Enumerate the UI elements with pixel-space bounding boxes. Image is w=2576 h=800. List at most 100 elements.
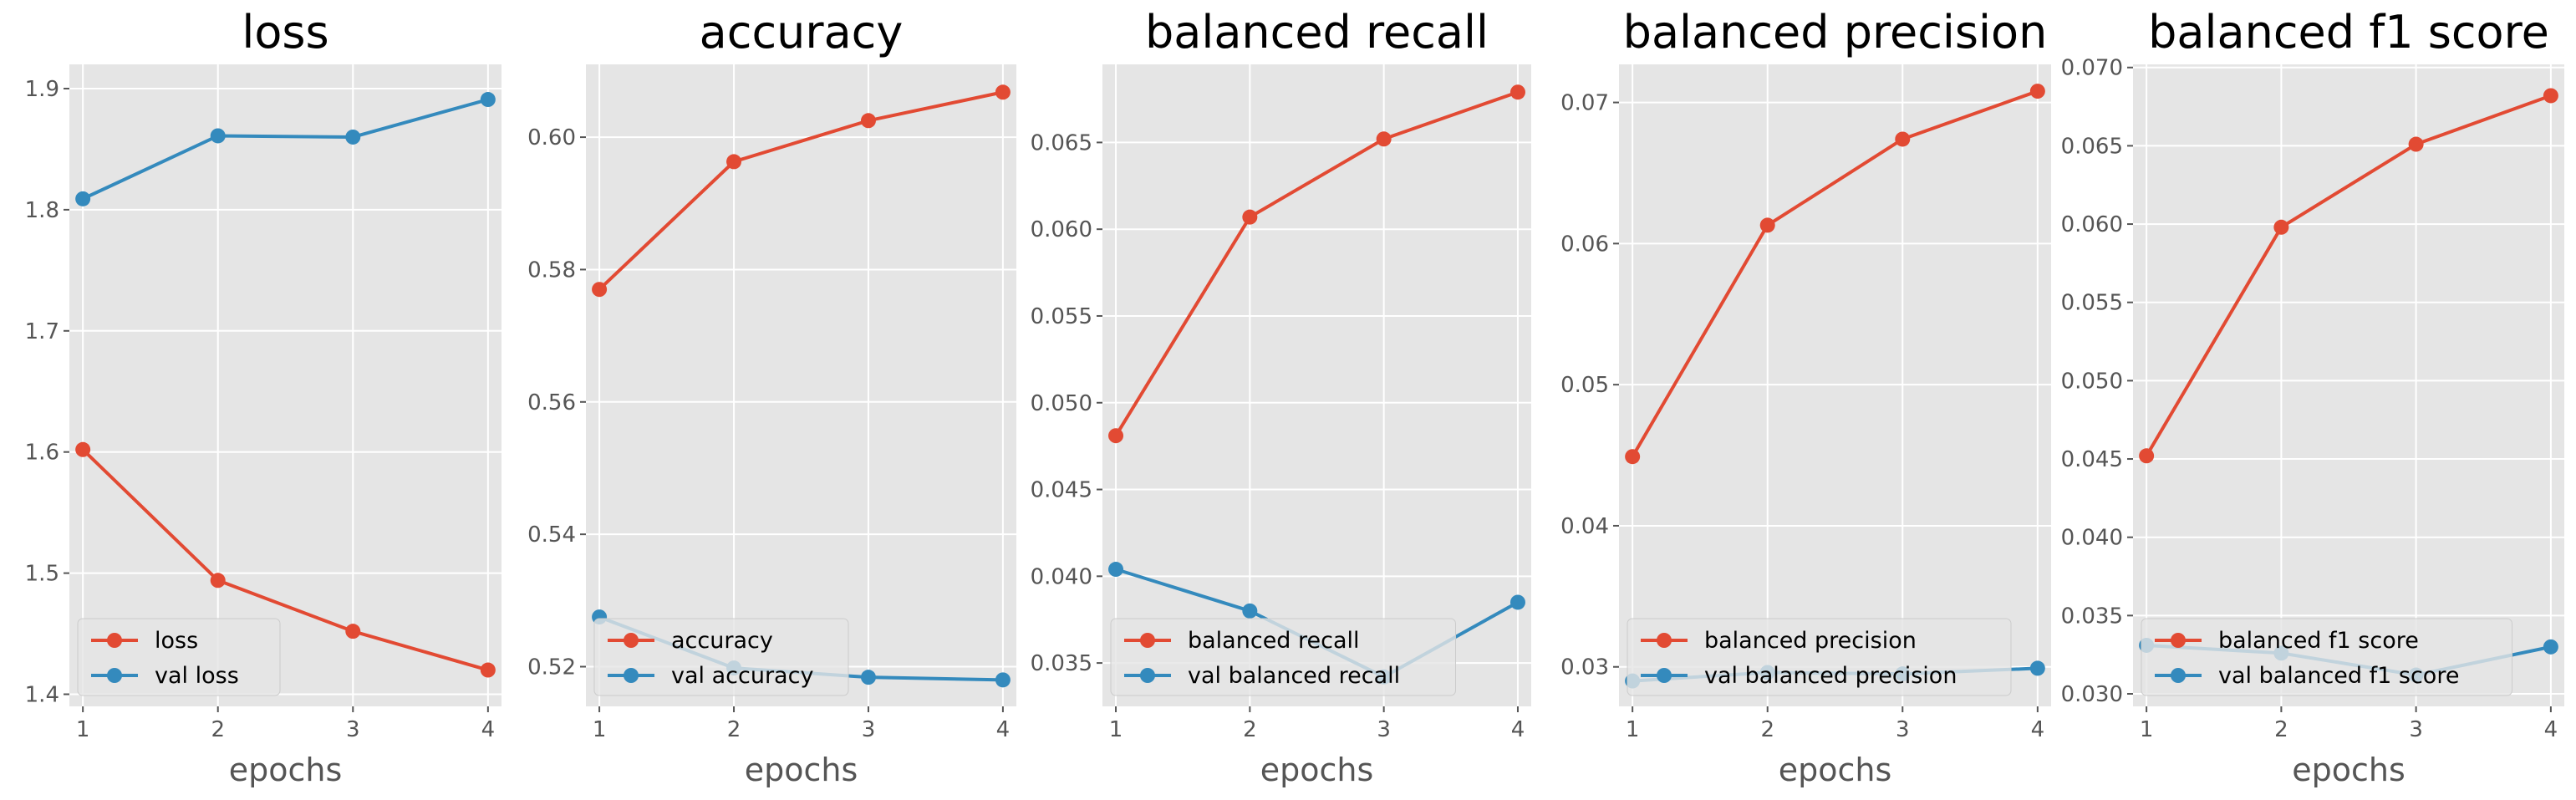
x-tick-label: 1 — [1109, 717, 1123, 742]
data-point — [1376, 131, 1392, 147]
subplot-3: 0.035 0.040 0.045 0.050 0.055 0.060 0.065 1 2 3 4 b… — [1031, 6, 1531, 788]
data-point — [995, 672, 1011, 688]
legend-marker — [2171, 633, 2186, 648]
y-tick-label: 1.4 — [25, 683, 59, 708]
data-point — [1625, 449, 1641, 465]
x-axis-label: epochs — [1260, 752, 1374, 788]
y-tick-label: 1.8 — [25, 198, 59, 223]
data-point — [2029, 84, 2045, 99]
legend-marker — [1140, 633, 1155, 648]
data-point — [1509, 84, 1525, 100]
data-point — [860, 113, 876, 129]
data-point — [1759, 217, 1775, 233]
y-tick-label: 0.07 — [1560, 91, 1609, 116]
y-tick-label: 0.03 — [1560, 655, 1609, 680]
x-tick-label: 1 — [76, 717, 90, 742]
legend-label: loss — [155, 628, 198, 654]
data-point — [2408, 136, 2424, 152]
x-axis-label: epochs — [229, 752, 343, 788]
data-point — [2029, 660, 2045, 676]
y-tick-label: 0.060 — [1031, 217, 1092, 242]
legend-marker — [624, 668, 639, 683]
data-point — [210, 573, 226, 589]
legend-label: balanced recall — [1188, 628, 1360, 654]
data-point — [345, 624, 361, 639]
x-tick-label: 1 — [593, 717, 607, 742]
data-point — [480, 92, 496, 108]
x-tick-label: 4 — [2031, 717, 2045, 742]
data-point — [1242, 209, 1258, 225]
y-tick-label: 0.055 — [1031, 304, 1092, 329]
y-tick-label: 0.06 — [1560, 232, 1609, 257]
legend-label: val balanced f1 score — [2218, 663, 2459, 689]
data-point — [210, 128, 226, 144]
y-tick-label: 0.050 — [1031, 391, 1092, 416]
plot-area — [69, 64, 501, 706]
y-tick-label: 0.56 — [527, 390, 576, 415]
y-tick-label: 1.7 — [25, 319, 59, 344]
data-point — [75, 441, 91, 457]
plot-area — [1102, 64, 1531, 706]
data-point — [995, 84, 1011, 100]
series-line — [1114, 90, 1520, 438]
chart-title: balanced f1 score — [2148, 6, 2549, 59]
y-tick-label: 0.045 — [1031, 478, 1092, 503]
chart-title: accuracy — [700, 6, 904, 59]
x-axis-label: epochs — [1779, 752, 1892, 788]
y-tick-label: 0.065 — [2061, 134, 2123, 159]
data-point — [480, 662, 496, 678]
legend-label: balanced f1 score — [2218, 628, 2419, 654]
x-axis-label: epochs — [2292, 752, 2405, 788]
legend-label: val accuracy — [671, 663, 813, 689]
y-tick-label: 0.030 — [2061, 682, 2123, 707]
data-point — [345, 129, 361, 145]
x-tick-label: 3 — [1896, 717, 1910, 742]
data-point — [1108, 562, 1124, 578]
x-tick-label: 3 — [862, 717, 876, 742]
x-tick-label: 2 — [1243, 717, 1257, 742]
x-axis-label: epochs — [745, 752, 858, 788]
legend-label: val loss — [155, 663, 239, 689]
x-tick-label: 2 — [211, 717, 225, 742]
plot-area — [586, 64, 1016, 706]
data-point — [860, 670, 876, 685]
legend-marker — [2171, 668, 2186, 683]
series-line — [598, 90, 1005, 292]
y-tick-label: 0.050 — [2061, 369, 2123, 394]
legend-label: balanced precision — [1704, 628, 1917, 654]
x-tick-label: 1 — [2140, 717, 2154, 742]
legend-box — [593, 618, 849, 696]
y-tick-label: 0.60 — [527, 125, 576, 150]
y-tick-label: 1.5 — [25, 562, 59, 587]
data-point — [1509, 594, 1525, 610]
x-tick-label: 4 — [481, 717, 496, 742]
data-point — [1108, 428, 1124, 444]
plot-area — [2133, 64, 2564, 706]
data-point — [726, 154, 742, 170]
chart-title: balanced precision — [1623, 6, 2048, 59]
x-tick-label: 2 — [1760, 717, 1774, 742]
chart-title: loss — [242, 6, 328, 59]
x-tick-label: 3 — [1377, 717, 1391, 742]
y-tick-label: 0.055 — [2061, 291, 2123, 316]
legend-label: accuracy — [671, 628, 773, 654]
y-tick-label: 0.065 — [1031, 130, 1092, 155]
legend-marker — [624, 633, 639, 648]
data-point — [1242, 603, 1258, 619]
y-tick-label: 0.05 — [1560, 373, 1609, 398]
x-tick-label: 1 — [1626, 717, 1640, 742]
legend-marker — [1657, 668, 1672, 683]
subplot-4: 0.03 0.04 0.05 0.06 0.07 1 2 3 4 balanced precisi… — [1560, 6, 2051, 788]
data-point — [2543, 639, 2558, 655]
legend-label: val balanced precision — [1704, 663, 1957, 689]
x-tick-label: 2 — [727, 717, 741, 742]
y-tick-label: 1.9 — [25, 77, 59, 102]
x-tick-label: 4 — [996, 717, 1011, 742]
x-tick-label: 4 — [1511, 717, 1525, 742]
y-tick-label: 0.035 — [1031, 651, 1092, 676]
y-tick-label: 0.04 — [1560, 514, 1609, 539]
y-tick-label: 0.070 — [2061, 56, 2123, 81]
legend-box — [2141, 618, 2512, 696]
